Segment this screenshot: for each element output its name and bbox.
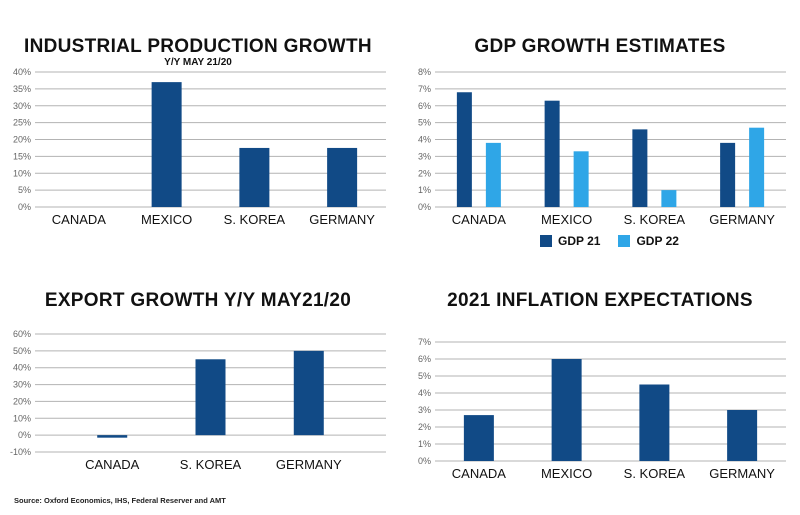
x-category-label: S. KOREA — [624, 212, 686, 227]
y-tick-label: 0% — [418, 456, 431, 466]
y-tick-label: 1% — [418, 185, 431, 195]
y-tick-label: 5% — [18, 185, 31, 195]
bar — [456, 92, 472, 207]
legend-item: GDP 21 — [540, 234, 600, 248]
y-tick-label: 1% — [418, 439, 431, 449]
y-tick-label: 20% — [13, 396, 31, 406]
x-category-label: CANADA — [52, 212, 107, 227]
chart-title: 2021 INFLATION EXPECTATIONS — [447, 290, 753, 311]
x-category-label: S. KOREA — [180, 457, 242, 472]
x-category-label: GERMANY — [276, 457, 342, 472]
bar — [97, 435, 128, 438]
y-tick-label: 3% — [418, 405, 431, 415]
x-category-label: MEXICO — [141, 212, 192, 227]
y-tick-label: 5% — [418, 118, 431, 128]
y-tick-label: 25% — [13, 118, 31, 128]
legend-item: GDP 22 — [618, 234, 679, 248]
x-category-label: GERMANY — [309, 212, 375, 227]
x-category-label: CANADA — [452, 466, 507, 481]
chart-title: INDUSTRIAL PRODUCTION GROWTH — [24, 36, 372, 57]
bar — [639, 384, 670, 461]
chart-title: EXPORT GROWTH Y/Y MAY21/20 — [44, 290, 352, 311]
y-tick-label: 40% — [13, 67, 31, 77]
x-category-label: GERMANY — [709, 212, 775, 227]
legend-swatch — [618, 235, 631, 247]
y-tick-label: 0% — [18, 430, 31, 440]
y-tick-label: 0% — [418, 202, 431, 212]
y-tick-label: 6% — [418, 101, 431, 111]
x-category-label: CANADA — [452, 212, 507, 227]
legend-label: GDP 22 — [636, 234, 679, 248]
x-category-label: S. KOREA — [624, 466, 686, 481]
source-note: Source: Oxford Economics, IHS, Federal R… — [14, 496, 226, 505]
legend-swatch — [540, 235, 552, 247]
y-tick-label: 10% — [13, 168, 31, 178]
chart-title: GDP GROWTH ESTIMATES — [474, 36, 726, 57]
y-tick-label: 8% — [418, 67, 431, 77]
bar — [661, 190, 677, 207]
bar — [551, 359, 582, 461]
bar — [463, 415, 494, 461]
y-tick-label: 60% — [13, 329, 31, 339]
y-tick-label: 15% — [13, 151, 31, 161]
x-category-label: MEXICO — [541, 466, 592, 481]
legend-label: GDP 21 — [558, 234, 601, 248]
y-tick-label: 50% — [13, 346, 31, 356]
y-tick-label: 10% — [13, 413, 31, 423]
bar — [239, 147, 270, 207]
bar — [544, 100, 560, 207]
bar — [727, 410, 758, 461]
y-tick-label: 2% — [418, 168, 431, 178]
bar — [151, 82, 182, 207]
y-tick-label: 40% — [13, 363, 31, 373]
bar — [720, 142, 736, 207]
x-category-label: MEXICO — [541, 212, 592, 227]
y-tick-label: 3% — [418, 151, 431, 161]
chart-subtitle: Y/Y MAY 21/20 — [164, 57, 232, 68]
y-tick-label: 7% — [418, 337, 431, 347]
y-tick-label: 5% — [418, 371, 431, 381]
chart-legend: GDP 21 GDP 22 — [540, 234, 679, 248]
bar — [573, 151, 589, 207]
bar — [195, 359, 226, 436]
y-tick-label: 30% — [13, 101, 31, 111]
x-category-label: GERMANY — [709, 466, 775, 481]
y-tick-label: 7% — [418, 84, 431, 94]
y-tick-label: -10% — [10, 447, 31, 457]
y-tick-label: 4% — [418, 135, 431, 145]
bar — [749, 127, 765, 207]
y-tick-label: 4% — [418, 388, 431, 398]
y-tick-label: 6% — [418, 354, 431, 364]
bar — [293, 350, 324, 436]
bar — [327, 147, 358, 207]
y-tick-label: 0% — [18, 202, 31, 212]
y-tick-label: 2% — [418, 422, 431, 432]
y-tick-label: 20% — [13, 135, 31, 145]
y-tick-label: 35% — [13, 84, 31, 94]
bar — [632, 129, 648, 207]
x-category-label: S. KOREA — [224, 212, 286, 227]
bar — [485, 142, 501, 207]
y-tick-label: 30% — [13, 380, 31, 390]
x-category-label: CANADA — [85, 457, 140, 472]
